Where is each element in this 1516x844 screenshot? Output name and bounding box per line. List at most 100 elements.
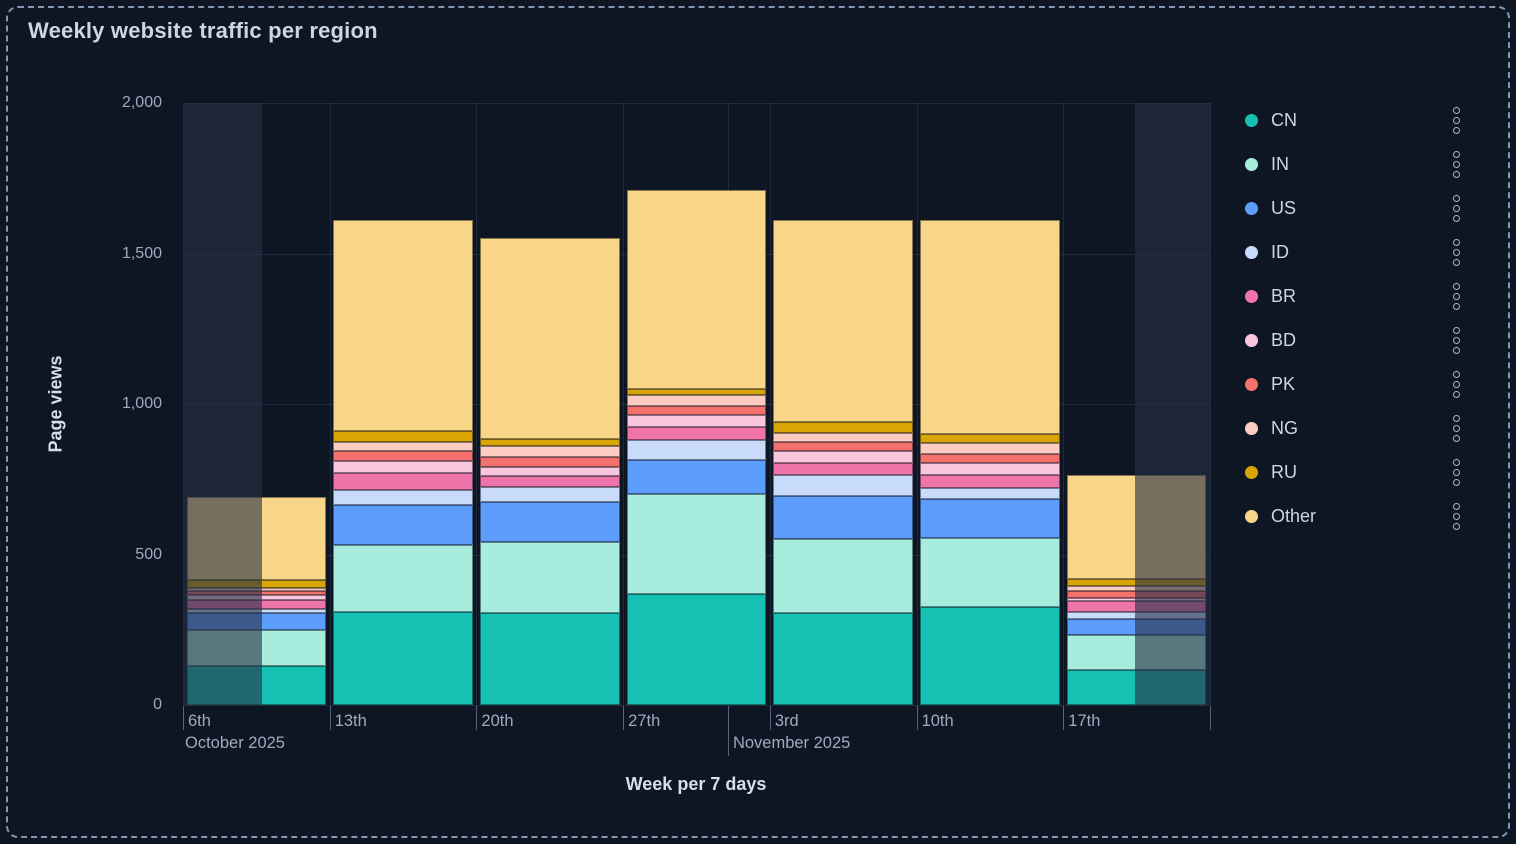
legend-item-other[interactable]: Other — [1238, 494, 1478, 538]
bar-segment[interactable] — [773, 462, 914, 475]
legend-item-us[interactable]: US — [1238, 186, 1478, 230]
legend-item-bd[interactable]: BD — [1238, 318, 1478, 362]
series-menu-button[interactable] — [1449, 411, 1464, 446]
gridline-vertical — [623, 103, 625, 705]
x-axis-title: Week per 7 days — [625, 774, 767, 794]
legend-item-cn[interactable]: CN — [1238, 98, 1478, 142]
bar-segment[interactable] — [920, 498, 1060, 538]
kebab-dot-icon — [1453, 170, 1460, 178]
bar-segment[interactable] — [479, 467, 620, 477]
axis-tick-mark — [1063, 706, 1065, 730]
bar-segment[interactable] — [626, 440, 767, 460]
legend-item-label: NG — [1271, 417, 1298, 438]
bar-segment[interactable] — [333, 450, 473, 462]
bar-segment[interactable] — [479, 613, 620, 705]
kebab-dot-icon — [1453, 434, 1460, 442]
series-menu-button[interactable] — [1449, 455, 1464, 490]
gridline-vertical — [769, 103, 771, 705]
legend-item-br[interactable]: BR — [1238, 274, 1478, 318]
bar-segment[interactable] — [626, 190, 767, 389]
bar-segment[interactable] — [626, 593, 767, 705]
legend-item-label: BD — [1271, 329, 1297, 350]
bar-segment[interactable] — [333, 441, 473, 451]
series-menu-button[interactable] — [1449, 279, 1464, 314]
bar-segment[interactable] — [920, 434, 1060, 444]
bar-segment[interactable] — [920, 453, 1060, 463]
bar-segment[interactable] — [920, 220, 1060, 435]
bar-segment[interactable] — [626, 414, 767, 427]
bar-segment[interactable] — [920, 537, 1060, 608]
bar-segment[interactable] — [920, 474, 1060, 489]
series-menu-button[interactable] — [1449, 499, 1464, 534]
bar-segment[interactable] — [479, 486, 620, 502]
bar-segment[interactable] — [479, 438, 620, 447]
bar-segment[interactable] — [333, 489, 473, 505]
bar-segment[interactable] — [333, 545, 473, 612]
legend-item-label: IN — [1271, 153, 1289, 174]
bar-segment[interactable] — [333, 504, 473, 546]
gridline-vertical — [1210, 103, 1211, 705]
bar-segment[interactable] — [479, 501, 620, 543]
kebab-dot-icon — [1453, 414, 1460, 422]
bar-segment[interactable] — [920, 607, 1060, 705]
bar-segment[interactable] — [333, 611, 473, 705]
legend-dot-icon — [1245, 509, 1258, 523]
bar-segment[interactable] — [479, 456, 620, 468]
x-axis-tick-label: 13th — [334, 712, 367, 730]
bar-segment[interactable] — [626, 394, 767, 406]
legend-item-label: US — [1271, 197, 1297, 218]
bar-segment[interactable] — [773, 432, 914, 442]
bar-segment[interactable] — [626, 405, 767, 415]
y-axis-tick-labels: 2,000 1,500 1,000 500 0 — [0, 94, 162, 713]
kebab-dot-icon — [1453, 248, 1460, 256]
bar-segment[interactable] — [773, 450, 914, 463]
bar-segment[interactable] — [773, 539, 914, 614]
legend-dot-icon — [1245, 201, 1258, 215]
legend-item-ru[interactable]: RU — [1238, 450, 1478, 494]
bar-segment[interactable] — [479, 446, 620, 457]
bar-segment[interactable] — [773, 422, 914, 433]
legend-item-label: BR — [1271, 285, 1297, 306]
bar-segment[interactable] — [626, 388, 767, 395]
legend-item-pk[interactable]: PK — [1238, 362, 1478, 406]
series-menu-button[interactable] — [1449, 191, 1464, 226]
bar-segment[interactable] — [626, 459, 767, 495]
bar-segment[interactable] — [920, 488, 1060, 499]
legend-item-in[interactable]: IN — [1238, 142, 1478, 186]
bar-segment[interactable] — [333, 473, 473, 490]
legend-dot-icon — [1245, 465, 1258, 479]
y-axis-tick-label: 0 — [153, 696, 162, 713]
bar-segment[interactable] — [479, 238, 620, 439]
legend-dot-icon — [1245, 421, 1258, 435]
bar-segment[interactable] — [626, 494, 767, 594]
legend: CN IN US ID BR BD PK NG RU Other — [1238, 98, 1478, 538]
bar-segment[interactable] — [773, 220, 914, 423]
bar-segment[interactable] — [920, 462, 1060, 475]
offrange-overlay-left — [183, 103, 262, 705]
legend-item-ng[interactable]: NG — [1238, 406, 1478, 450]
bar-segment[interactable] — [920, 443, 1060, 454]
bar-segment[interactable] — [479, 542, 620, 614]
legend-item-label: Other — [1271, 505, 1317, 526]
bar-segment[interactable] — [479, 476, 620, 487]
kebab-dot-icon — [1453, 522, 1460, 530]
legend-dot-icon — [1245, 333, 1258, 347]
bar-segment[interactable] — [773, 495, 914, 540]
series-menu-button[interactable] — [1449, 147, 1464, 182]
kebab-dot-icon — [1453, 326, 1460, 334]
series-menu-button[interactable] — [1449, 323, 1464, 358]
bar-segment[interactable] — [626, 426, 767, 441]
bar-segment[interactable] — [773, 474, 914, 496]
bar-segment[interactable] — [333, 461, 473, 474]
kebab-dot-icon — [1453, 204, 1460, 212]
series-menu-button[interactable] — [1449, 235, 1464, 270]
month-boundary-tick — [727, 706, 729, 756]
kebab-dot-icon — [1453, 292, 1460, 300]
series-menu-button[interactable] — [1449, 367, 1464, 402]
bar-segment[interactable] — [773, 613, 914, 705]
bar-segment[interactable] — [333, 431, 473, 442]
bar-segment[interactable] — [333, 220, 473, 432]
legend-item-id[interactable]: ID — [1238, 230, 1478, 274]
bar-segment[interactable] — [773, 441, 914, 451]
series-menu-button[interactable] — [1449, 103, 1464, 138]
